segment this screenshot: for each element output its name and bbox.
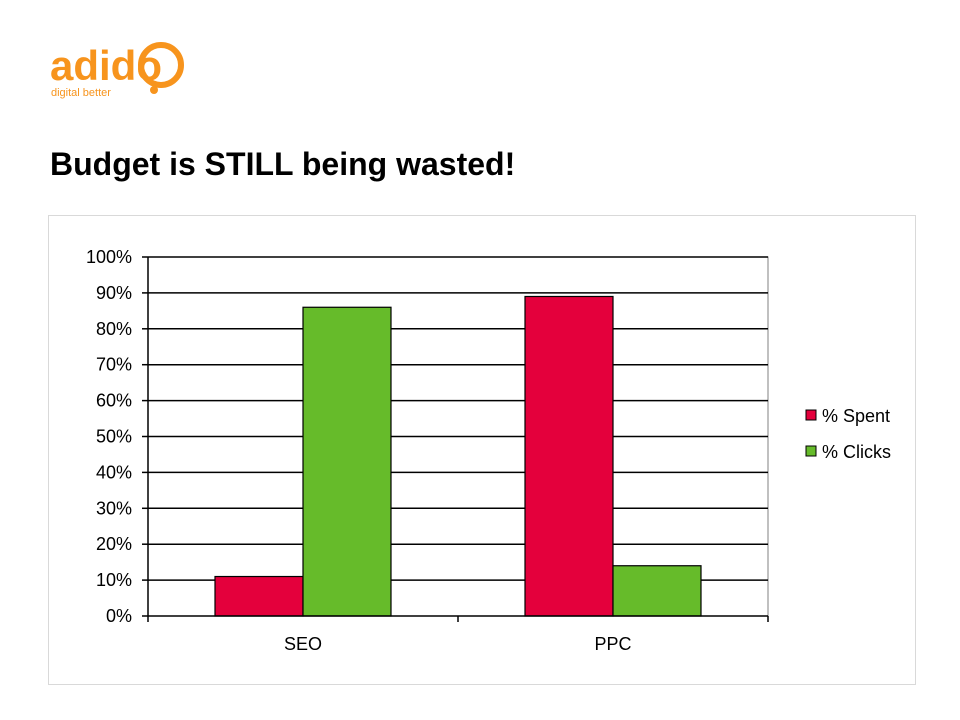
logo-dot bbox=[150, 86, 158, 94]
y-tick-label: 40% bbox=[96, 462, 132, 482]
y-tick-label: 100% bbox=[86, 247, 132, 267]
y-tick-labels: 0% 10% 20% 30% 40% 50% 60% 70% 80% 90% 100% bbox=[86, 247, 132, 626]
y-tick-label: 20% bbox=[96, 534, 132, 554]
x-tick-label: SEO bbox=[284, 634, 322, 654]
y-tick-label: 0% bbox=[106, 606, 132, 626]
axes bbox=[142, 256, 769, 622]
slide-title: Budget is STILL being wasted! bbox=[50, 146, 516, 182]
bar-seo-clicks bbox=[302, 306, 392, 617]
legend-label: % Clicks bbox=[822, 442, 891, 462]
x-tick-labels: SEO PPC bbox=[284, 634, 632, 654]
y-tick-label: 30% bbox=[96, 498, 132, 518]
logo-ring bbox=[138, 42, 184, 88]
legend-swatch bbox=[805, 409, 817, 421]
logo-tagline: digital better bbox=[51, 87, 111, 99]
y-tick-label: 80% bbox=[96, 319, 132, 339]
x-tick-label: PPC bbox=[594, 634, 631, 654]
adido-logo: adido digital better bbox=[50, 42, 184, 99]
y-tick-label: 70% bbox=[96, 355, 132, 375]
y-tick-label: 50% bbox=[96, 427, 132, 447]
legend: % Spent % Clicks bbox=[805, 406, 891, 462]
bar-ppc-clicks bbox=[612, 565, 702, 617]
bar-seo-spent bbox=[214, 575, 304, 617]
y-tick-label: 10% bbox=[96, 570, 132, 590]
legend-label: % Spent bbox=[822, 406, 890, 426]
y-tick-label: 60% bbox=[96, 391, 132, 411]
legend-swatch bbox=[805, 445, 817, 457]
bar-ppc-spent bbox=[524, 295, 614, 617]
y-tick-label: 90% bbox=[96, 283, 132, 303]
